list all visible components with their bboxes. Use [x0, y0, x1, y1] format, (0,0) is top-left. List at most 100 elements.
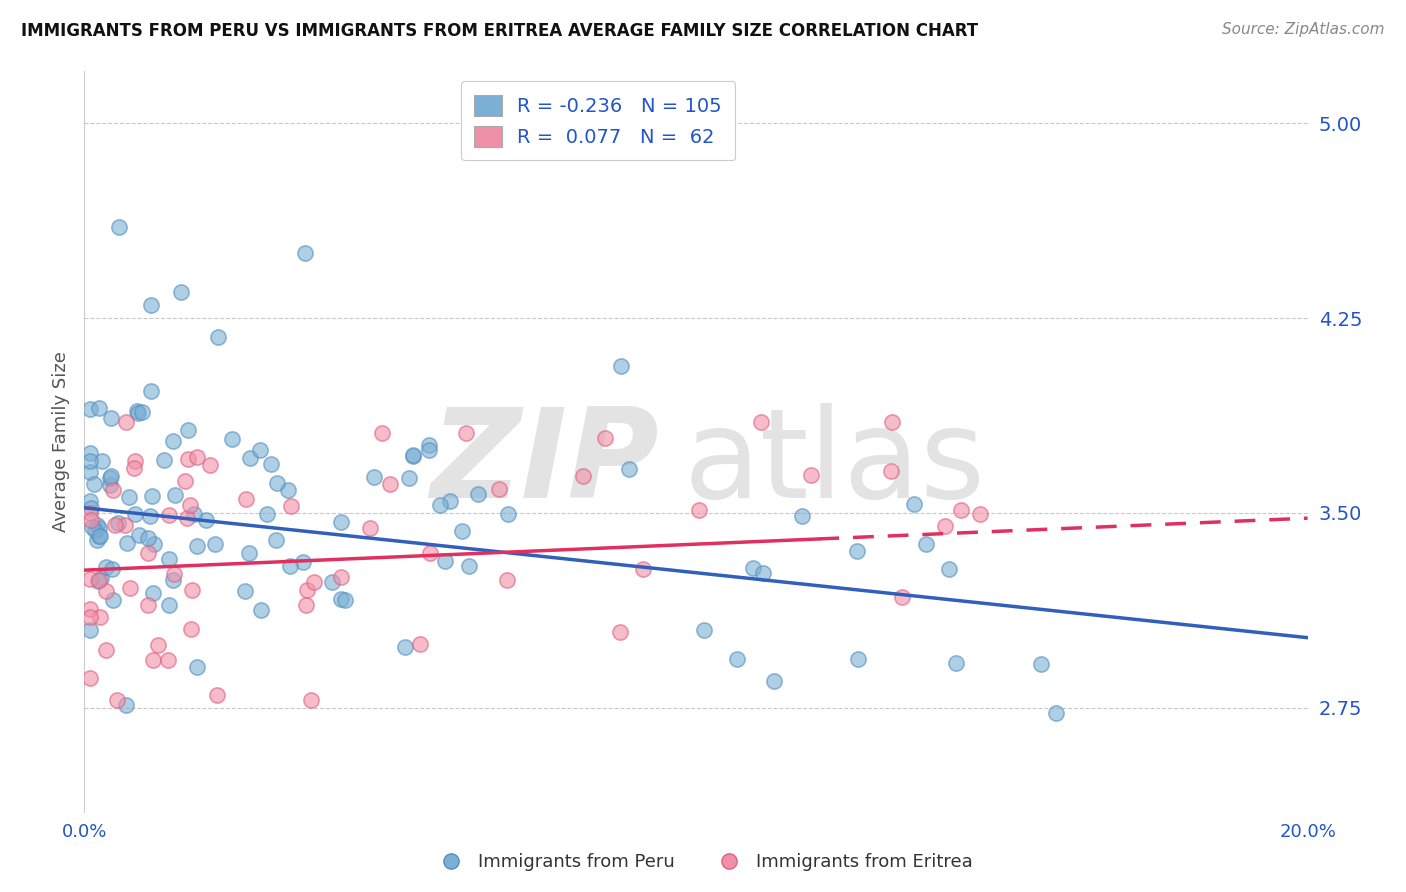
Point: [104, 518, 127, 533]
Point: [107, 220, 129, 235]
Point: [495, 574, 517, 588]
Point: [846, 652, 869, 666]
Point: [295, 598, 318, 612]
Point: [79, 401, 101, 416]
Point: [139, 509, 162, 524]
Point: [380, 477, 402, 491]
Point: [572, 469, 595, 483]
Point: [1045, 706, 1067, 721]
Point: [610, 359, 633, 373]
Point: [433, 554, 456, 568]
Point: [141, 489, 163, 503]
Point: [141, 298, 163, 312]
Point: [945, 657, 967, 671]
Point: [124, 454, 146, 468]
Point: [371, 426, 394, 441]
Point: [418, 442, 440, 457]
Point: [741, 561, 763, 575]
Y-axis label: Average Family Size: Average Family Size: [52, 351, 70, 532]
Point: [321, 574, 343, 589]
Point: [186, 660, 208, 674]
Text: ZIP: ZIP: [430, 403, 659, 524]
Legend: Immigrants from Peru, Immigrants from Eritrea: Immigrants from Peru, Immigrants from Er…: [426, 847, 980, 879]
Point: [127, 406, 149, 420]
Point: [79, 601, 101, 615]
Point: [96, 559, 118, 574]
Point: [79, 454, 101, 468]
Point: [266, 476, 288, 491]
Point: [84, 523, 107, 537]
Point: [179, 498, 201, 512]
Point: [103, 483, 125, 498]
Point: [100, 562, 122, 576]
Point: [174, 474, 197, 488]
Point: [122, 460, 145, 475]
Point: [86, 517, 108, 532]
Point: [402, 448, 425, 462]
Point: [329, 592, 352, 607]
Point: [890, 590, 912, 604]
Point: [488, 482, 510, 496]
Point: [454, 425, 477, 440]
Point: [297, 582, 319, 597]
Point: [496, 508, 519, 522]
Point: [176, 510, 198, 524]
Point: [80, 500, 103, 515]
Point: [402, 449, 425, 463]
Point: [127, 404, 149, 418]
Point: [86, 533, 108, 548]
Point: [98, 470, 121, 484]
Point: [458, 559, 481, 574]
Point: [260, 457, 283, 471]
Text: atlas: atlas: [683, 403, 986, 524]
Point: [79, 671, 101, 685]
Point: [79, 506, 101, 520]
Text: IMMIGRANTS FROM PERU VS IMMIGRANTS FROM ERITREA AVERAGE FAMILY SIZE CORRELATION : IMMIGRANTS FROM PERU VS IMMIGRANTS FROM …: [21, 22, 979, 40]
Point: [467, 486, 489, 500]
Point: [914, 537, 936, 551]
Point: [103, 592, 125, 607]
Point: [94, 584, 117, 599]
Point: [90, 571, 112, 585]
Point: [94, 643, 117, 657]
Point: [330, 516, 353, 530]
Legend: R = -0.236   N = 105, R =  0.077   N =  62: R = -0.236 N = 105, R = 0.077 N = 62: [461, 81, 735, 161]
Point: [266, 533, 288, 547]
Point: [170, 285, 193, 300]
Point: [83, 477, 105, 491]
Point: [79, 572, 101, 586]
Point: [238, 546, 260, 560]
Point: [136, 531, 159, 545]
Point: [239, 451, 262, 466]
Point: [882, 415, 904, 429]
Point: [163, 567, 186, 582]
Point: [949, 503, 972, 517]
Point: [186, 450, 208, 464]
Point: [752, 566, 775, 580]
Point: [200, 458, 222, 472]
Point: [87, 521, 110, 535]
Point: [693, 623, 716, 637]
Point: [934, 519, 956, 533]
Point: [136, 546, 159, 560]
Point: [157, 508, 180, 523]
Point: [631, 562, 654, 576]
Point: [163, 487, 186, 501]
Point: [291, 556, 314, 570]
Point: [80, 520, 103, 534]
Point: [89, 529, 111, 543]
Point: [115, 536, 138, 550]
Point: [157, 551, 180, 566]
Point: [299, 693, 322, 707]
Point: [846, 543, 869, 558]
Point: [141, 384, 163, 398]
Point: [235, 492, 257, 507]
Point: [333, 592, 356, 607]
Point: [79, 445, 101, 459]
Point: [304, 575, 326, 590]
Point: [118, 581, 141, 595]
Point: [419, 546, 441, 560]
Point: [186, 539, 208, 553]
Point: [79, 610, 101, 624]
Point: [207, 330, 229, 344]
